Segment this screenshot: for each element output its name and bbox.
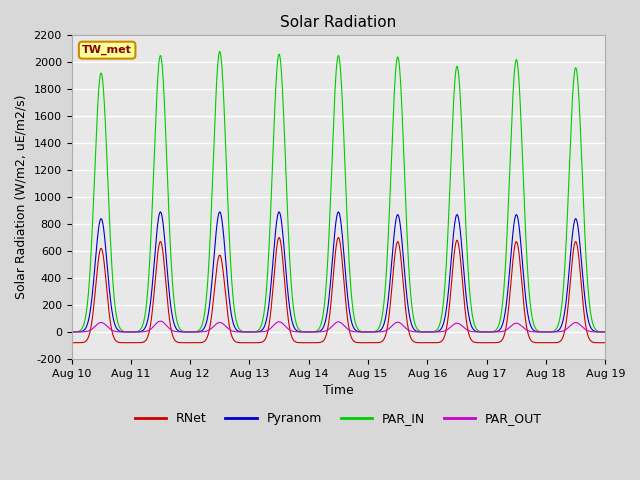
PAR_IN (152, 124, 159, 130)
PAR_OUT (533, 329, 541, 335)
PAR_IN (68, 329, 76, 335)
PAR_IN (532, 327, 540, 333)
RNet (186, 340, 194, 346)
RNet (152, 276, 159, 281)
RNet (120, 340, 127, 346)
PAR_IN (602, 329, 609, 335)
RNet (275, 235, 283, 240)
PAR_OUT (152, 322, 159, 327)
Title: Solar Radiation: Solar Radiation (280, 15, 397, 30)
X-axis label: Time: Time (323, 384, 354, 397)
Text: TW_met: TW_met (82, 45, 132, 55)
RNet (262, 336, 269, 342)
PAR_OUT (156, 318, 164, 324)
Pyranom (186, 329, 194, 335)
PAR_OUT (262, 328, 269, 334)
PAR_OUT (120, 329, 127, 335)
RNet (356, 340, 364, 346)
Y-axis label: Solar Radiation (W/m2, uE/m2/s): Solar Radiation (W/m2, uE/m2/s) (15, 95, 28, 300)
PAR_OUT (186, 329, 194, 335)
Line: RNet: RNet (72, 238, 605, 343)
Pyranom (532, 329, 540, 335)
PAR_OUT (355, 329, 363, 335)
RNet (68, 340, 76, 346)
RNet (533, 340, 541, 346)
Legend: RNet, Pyranom, PAR_IN, PAR_OUT: RNet, Pyranom, PAR_IN, PAR_OUT (129, 407, 547, 430)
PAR_OUT (424, 329, 431, 335)
Pyranom (152, 246, 159, 252)
RNet (186, 340, 194, 346)
Pyranom (262, 321, 269, 326)
PAR_IN (355, 327, 363, 333)
PAR_IN (186, 329, 194, 335)
Pyranom (156, 209, 164, 215)
Line: Pyranom: Pyranom (72, 212, 605, 332)
PAR_IN (120, 328, 127, 334)
RNet (602, 340, 609, 346)
Pyranom (68, 329, 76, 335)
Pyranom (120, 329, 127, 335)
Line: PAR_OUT: PAR_OUT (72, 321, 605, 332)
Pyranom (602, 329, 609, 335)
PAR_IN (262, 299, 269, 305)
Pyranom (355, 329, 363, 335)
PAR_IN (216, 48, 223, 54)
PAR_OUT (68, 329, 76, 335)
Line: PAR_IN: PAR_IN (72, 51, 605, 332)
PAR_OUT (602, 329, 609, 335)
